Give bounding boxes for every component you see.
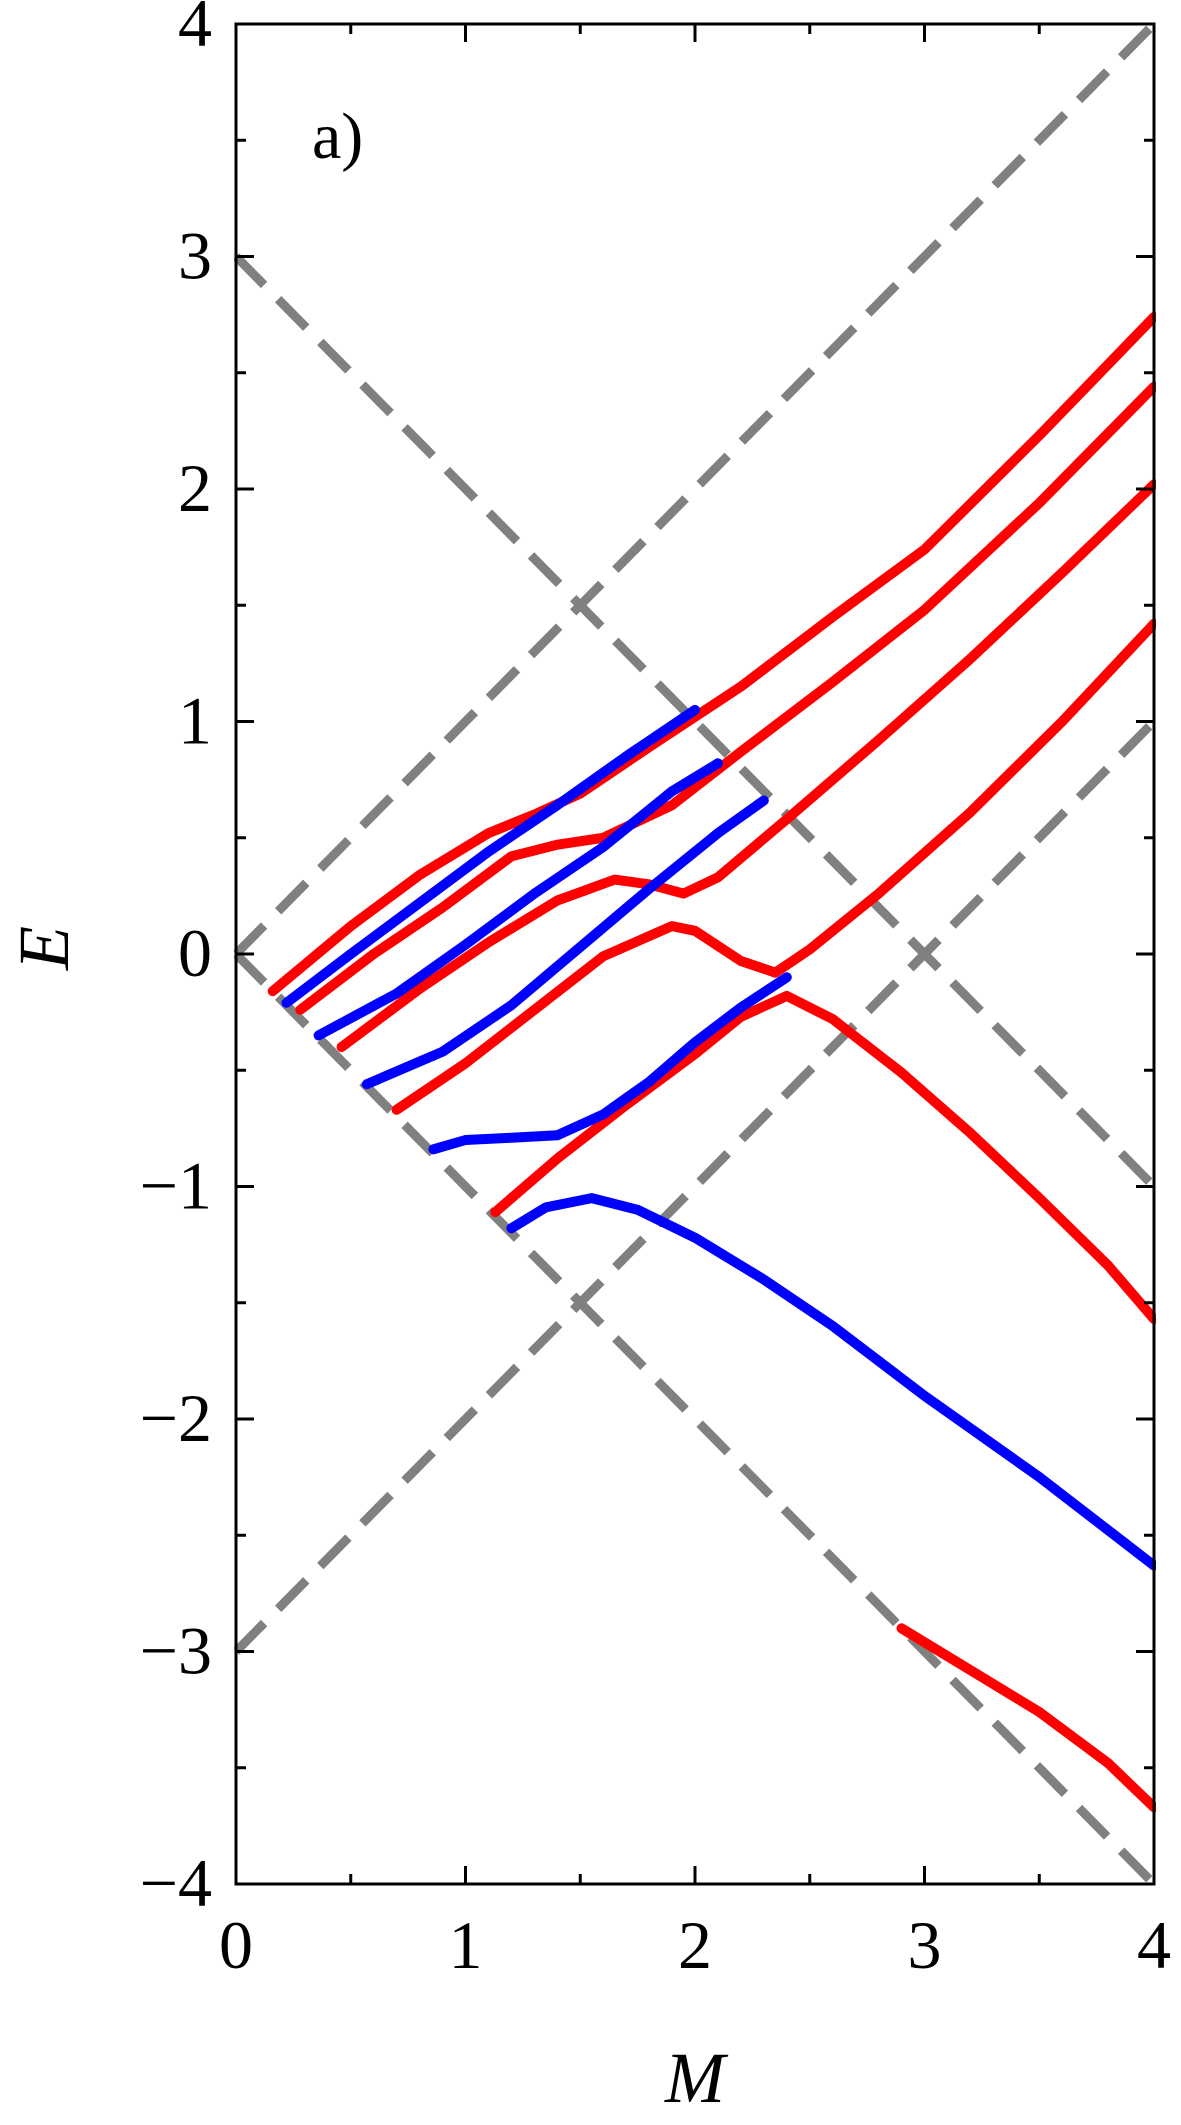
y-tick-label: −2 [140,1380,212,1456]
red-curve-6 [896,1623,1156,1813]
y-tick-label: −4 [140,1845,212,1921]
y-tick-label: 0 [178,915,212,991]
dashed-reference-line-3 [234,253,1156,1190]
blue-curve-7 [281,704,700,1008]
panel-label: a) [312,100,363,173]
red-curve-5 [490,990,1156,1324]
dashed-reference-line-4 [234,718,1156,1655]
blue-curve-8 [313,758,723,1041]
y-tick-label: 2 [178,450,212,526]
red-curve-3 [336,479,1156,1052]
blue-curve-9 [361,795,769,1090]
x-tick-label: 4 [1137,1907,1171,1983]
blue-curve-11 [506,1193,1156,1571]
y-tick-label: 4 [178,0,212,61]
data-series [267,312,1156,1813]
y-tick-label: −3 [140,1613,212,1689]
axis-ticks [234,22,1156,1886]
x-axis-label: M [664,2038,729,2118]
y-tick-labels: −4 −3 −2 −1 0 1 2 3 4 [140,0,212,1921]
dashed-reference-line-2 [234,950,1156,1886]
blue-curve-10 [428,972,792,1155]
x-tick-labels: 0 1 2 3 4 [219,1907,1171,1983]
reference-lines [234,22,1156,1886]
x-tick-label: 3 [908,1907,942,1983]
y-tick-label: 1 [178,683,212,759]
red-curve-4 [391,618,1156,1115]
y-tick-label: 3 [178,218,212,294]
y-axis-label: E [4,926,84,971]
x-tick-label: 2 [678,1907,712,1983]
dashed-reference-line-1 [234,22,1156,958]
red-curve-1 [267,312,1156,997]
x-tick-label: 1 [449,1907,483,1983]
x-tick-label: 0 [219,1907,253,1983]
y-tick-label: −1 [140,1148,212,1224]
